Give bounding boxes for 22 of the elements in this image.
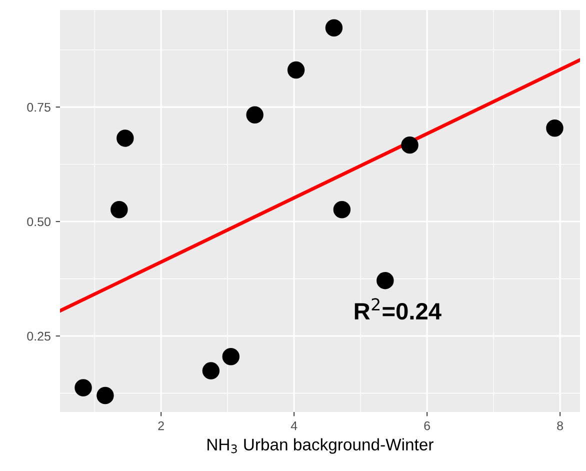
point bbox=[222, 348, 240, 366]
point bbox=[546, 120, 564, 137]
x-tick-label: 4 bbox=[290, 421, 298, 430]
point bbox=[246, 106, 264, 124]
point bbox=[74, 379, 92, 396]
point bbox=[287, 61, 305, 79]
x-tick-label: 6 bbox=[424, 421, 430, 430]
x-tick-label: 8 bbox=[557, 421, 563, 430]
point bbox=[96, 386, 114, 404]
point bbox=[116, 130, 134, 147]
y-tick-label: 0.50 bbox=[27, 217, 50, 226]
point bbox=[333, 201, 351, 218]
annotation: R$^{2}$=0.24 bbox=[354, 298, 442, 320]
point bbox=[401, 136, 418, 154]
y-tick-label: 0.25 bbox=[27, 332, 50, 341]
y-tick-label: 0.75 bbox=[27, 102, 50, 112]
point bbox=[110, 201, 128, 218]
point bbox=[376, 272, 394, 290]
x-tick-label: 2 bbox=[158, 421, 164, 430]
point bbox=[325, 19, 343, 36]
point bbox=[202, 362, 220, 380]
x-axis-title: NH$_{3}$ Urban background-Winter bbox=[208, 438, 434, 454]
